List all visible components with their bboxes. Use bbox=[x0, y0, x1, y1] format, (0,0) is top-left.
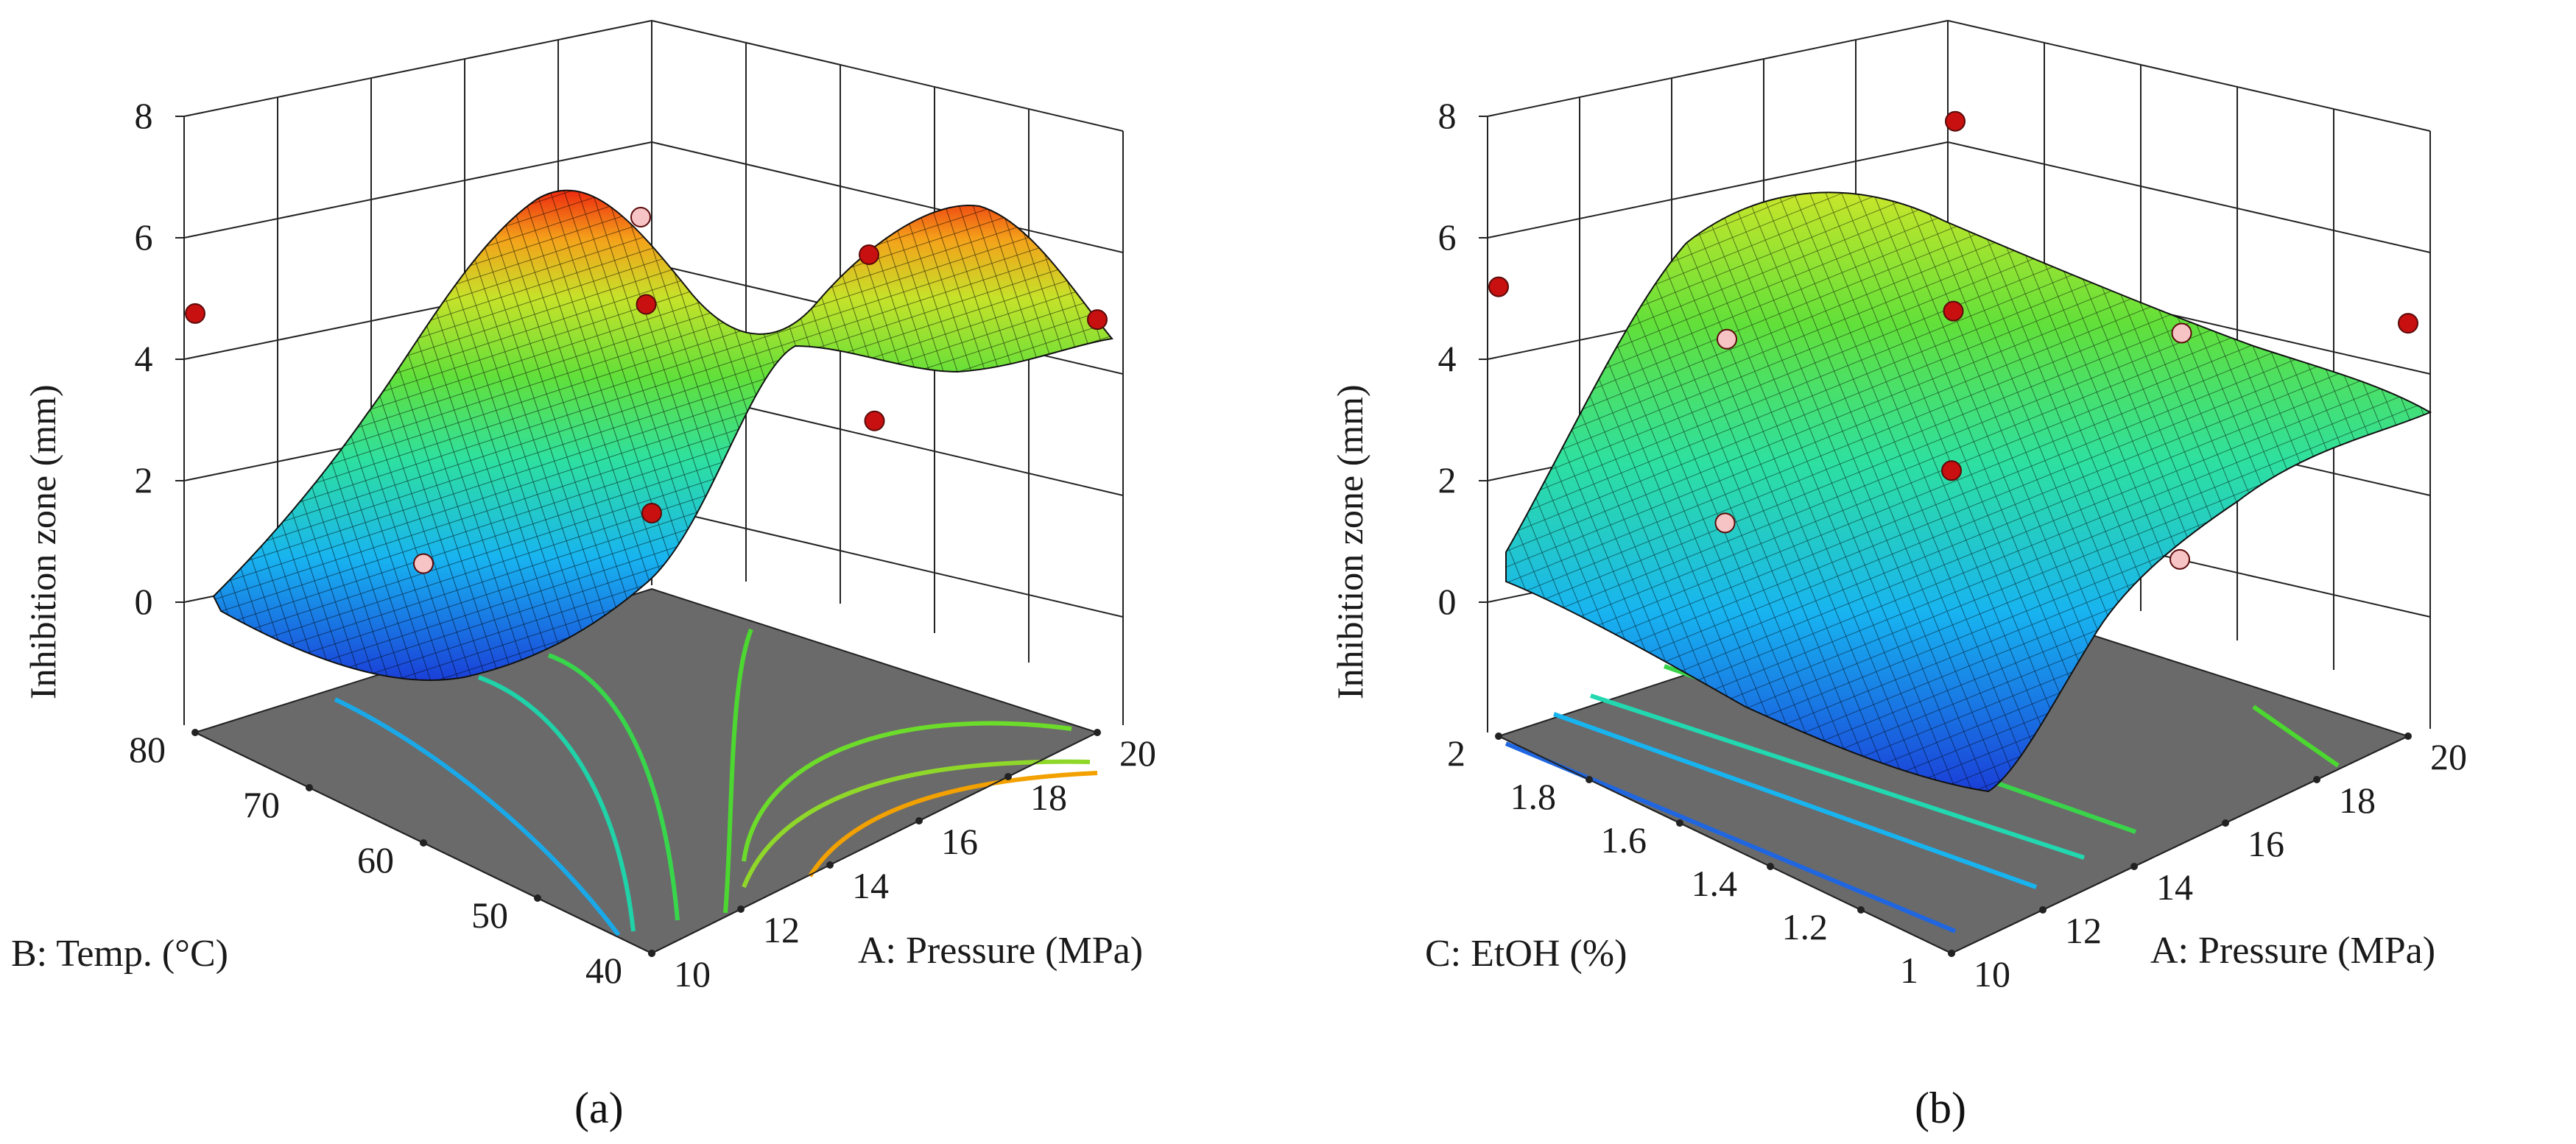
chart-b-x-ticks: 10 12 14 16 18 20 bbox=[1948, 732, 2467, 995]
chart-b-x-tick: 16 bbox=[2248, 823, 2284, 864]
chart-a-design-point bbox=[859, 244, 879, 265]
chart-b-x-tick-mark bbox=[2404, 732, 2412, 740]
chart-a-y-label: B: Temp. (°C) bbox=[11, 933, 228, 975]
chart-b-design-point bbox=[1945, 110, 1966, 132]
chart-b-y-tick: 1.4 bbox=[1692, 863, 1738, 904]
chart-b-y-tick-mark bbox=[1948, 950, 1955, 957]
chart-a-design-point bbox=[185, 303, 205, 324]
chart-b-z-axis bbox=[1479, 116, 1488, 732]
chart-a-x-tick-mark bbox=[915, 817, 923, 825]
chart-a-y-tick-mark bbox=[191, 729, 199, 736]
chart-a-z-ticks: 0 2 4 6 8 bbox=[135, 95, 153, 622]
chart-b-y-tick-mark bbox=[1767, 863, 1774, 870]
chart-b-z-label: Inhibition zone (mm) bbox=[1329, 384, 1370, 699]
chart-b-x-tick: 12 bbox=[2065, 910, 2102, 951]
chart-b-y-tick: 2 bbox=[1447, 732, 1465, 774]
chart-a-design-point bbox=[864, 410, 885, 431]
chart-a-x-tick: 10 bbox=[674, 953, 711, 995]
chart-b-y-tick-mark bbox=[1676, 819, 1683, 827]
chart-b-y-tick: 1.6 bbox=[1601, 819, 1647, 861]
chart-b-y-tick-mark bbox=[1586, 776, 1593, 783]
chart-a-design-point bbox=[630, 207, 651, 227]
chart-a-caption: (a) bbox=[574, 1084, 624, 1132]
chart-a-y-tick: 40 bbox=[585, 950, 622, 991]
chart-a-z-axis bbox=[175, 116, 185, 725]
chart-a-x-tick-mark bbox=[1094, 729, 1101, 736]
chart-b-caption: (b) bbox=[1915, 1084, 1966, 1132]
chart-a-z-tick: 2 bbox=[135, 459, 153, 501]
chart-a-x-ticks: 10 12 14 16 18 20 bbox=[648, 729, 1156, 995]
chart-a-x-label: A: Pressure (MPa) bbox=[858, 930, 1143, 972]
chart-b-x-tick-mark bbox=[2130, 863, 2138, 870]
chart-b-design-point bbox=[2169, 548, 2190, 570]
chart-b-x-tick-mark bbox=[2313, 776, 2320, 783]
chart-b-x-tick-mark bbox=[2039, 906, 2047, 914]
chart-b-design-point bbox=[2398, 313, 2418, 334]
chart-b-x-tick: 18 bbox=[2339, 780, 2376, 821]
chart-b-design-point bbox=[1943, 300, 1964, 322]
chart-b-x-tick: 14 bbox=[2156, 866, 2193, 908]
chart-b-design-point bbox=[1717, 328, 1737, 350]
chart-a: 0 2 4 6 8 10 12 14 16 18 20 40 50 60 70 80 Inhibition… bbox=[11, 20, 1156, 1132]
chart-b-y-tick: 1.8 bbox=[1510, 776, 1557, 817]
chart-b-y-label: C: EtOH (%) bbox=[1425, 933, 1627, 975]
chart-b-z-tick: 0 bbox=[1438, 581, 1457, 622]
chart-a-x-tick: 20 bbox=[1119, 732, 1156, 774]
chart-b-x-tick-mark bbox=[2222, 819, 2229, 827]
chart-a-z-tick: 8 bbox=[135, 95, 153, 136]
chart-a-z-tick: 0 bbox=[135, 581, 153, 622]
chart-a-z-tick: 6 bbox=[135, 216, 153, 258]
chart-a-y-tick: 50 bbox=[471, 894, 508, 936]
chart-b-y-tick: 1.2 bbox=[1782, 906, 1829, 947]
chart-a-y-tick-mark bbox=[648, 950, 655, 957]
chart-b-z-tick: 4 bbox=[1438, 338, 1457, 379]
chart-a-x-tick: 18 bbox=[1030, 777, 1067, 818]
chart-a-y-tick: 60 bbox=[357, 839, 394, 880]
chart-a-y-ticks: 40 50 60 70 80 bbox=[129, 729, 655, 991]
chart-b-x-tick: 20 bbox=[2430, 736, 2467, 777]
chart-a-y-tick: 80 bbox=[129, 729, 166, 770]
chart-a-y-tick-mark bbox=[534, 894, 541, 902]
chart-a-design-point bbox=[636, 294, 657, 315]
chart-a-design-point bbox=[413, 553, 434, 574]
chart-a-x-tick: 12 bbox=[763, 909, 800, 950]
chart-a-x-tick-mark bbox=[1004, 773, 1012, 780]
chart-b-y-tick: 1 bbox=[1900, 950, 1918, 991]
chart-a-y-tick-mark bbox=[306, 784, 313, 791]
chart-b-x-tick: 10 bbox=[1974, 953, 2010, 995]
chart-a-z-label: Inhibition zone (mm) bbox=[22, 384, 63, 699]
chart-a-x-tick: 16 bbox=[941, 821, 978, 862]
chart-a-design-point bbox=[641, 503, 662, 523]
chart-b-design-point bbox=[1941, 460, 1962, 481]
chart-b-design-point bbox=[1488, 276, 1509, 297]
chart-b-y-ticks: 1 1.2 1.4 1.6 1.8 2 bbox=[1447, 732, 1955, 991]
chart-b-z-tick: 2 bbox=[1438, 459, 1457, 501]
chart-a-design-points bbox=[185, 207, 1108, 574]
chart-a-y-tick: 70 bbox=[243, 784, 280, 825]
chart-a-x-tick: 14 bbox=[852, 865, 889, 906]
chart-a-z-tick: 4 bbox=[135, 338, 153, 379]
chart-a-design-point bbox=[1087, 309, 1108, 331]
chart-a-x-tick-mark bbox=[826, 861, 834, 869]
chart-a-contours bbox=[334, 628, 1098, 936]
chart-b-z-tick: 6 bbox=[1438, 216, 1457, 258]
chart-b-design-point bbox=[2171, 322, 2192, 344]
chart-b-y-tick-mark bbox=[1857, 906, 1865, 914]
chart-b-z-ticks: 0 2 4 6 8 bbox=[1438, 95, 1457, 622]
chart-b-y-tick-mark bbox=[1495, 732, 1502, 740]
chart-a-y-tick-mark bbox=[420, 839, 427, 847]
chart-b-z-tick: 8 bbox=[1438, 95, 1457, 136]
chart-b-x-label: A: Pressure (MPa) bbox=[2150, 930, 2435, 972]
chart-a-x-tick-mark bbox=[737, 905, 745, 913]
chart-b-design-points bbox=[1488, 110, 2418, 570]
chart-b-design-point bbox=[1714, 512, 1736, 534]
chart-b-floor-edges bbox=[1498, 735, 2409, 954]
chart-b: 0 2 4 6 8 10 12 14 16 18 20 1 1.2 1.4 1.6 1.8 2 Inhibi… bbox=[1329, 20, 2467, 1132]
